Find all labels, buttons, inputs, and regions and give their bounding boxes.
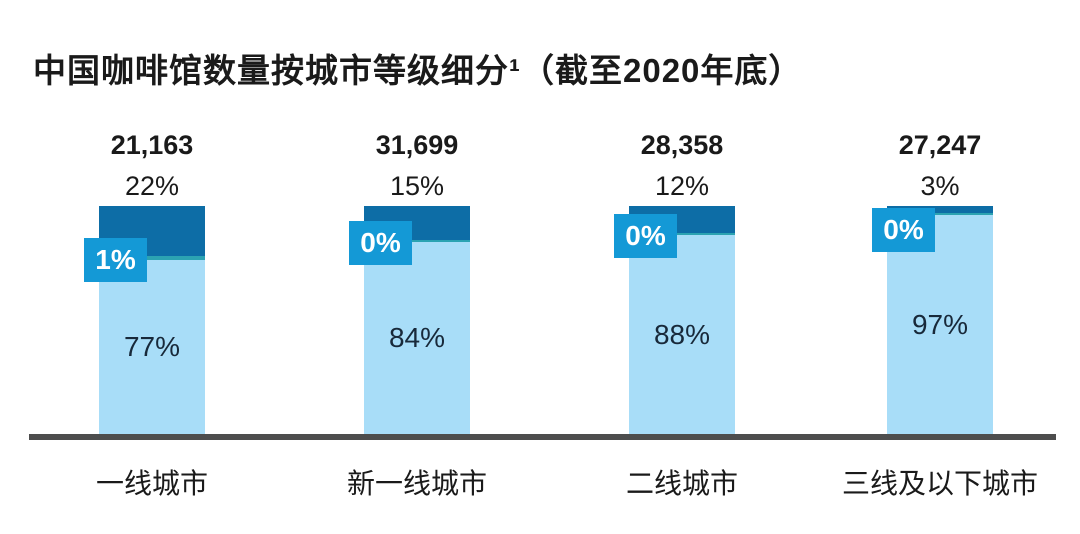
bar-segment-bottom: 84% [364, 242, 470, 434]
bar-segment-bottom: 88% [629, 235, 735, 434]
top-segment-pct-label: 3% [920, 171, 960, 201]
total-count-label: 27,247 [898, 130, 982, 160]
bar-segment-mid [364, 240, 470, 242]
category-label-tier3-below: 三线及以下城市 [841, 468, 1038, 499]
bar-group-tier3-below: 27,247 3% 97% 0% [820, 120, 1060, 434]
mid-segment-callout: 0% [614, 214, 677, 258]
bar-segment-bottom: 77% [99, 260, 205, 434]
stacked-bar: 88% 0% [614, 206, 735, 434]
bottom-segment-pct-label: 84% [388, 322, 446, 353]
stacked-bar: 97% 0% [872, 206, 993, 434]
total-count-label: 28,358 [640, 130, 724, 160]
bar-group-tier1: 21,163 22% 77% 1% [32, 120, 272, 434]
stacked-bar: 84% 0% [349, 206, 470, 434]
bar-segment-mid [629, 233, 735, 235]
x-axis-line [29, 434, 1056, 440]
category-label-new-tier1: 新一线城市 [346, 468, 487, 499]
total-count-label: 31,699 [375, 130, 459, 160]
bottom-segment-pct-label: 97% [911, 308, 969, 340]
top-segment-pct-label: 22% [124, 171, 180, 201]
bottom-segment-pct-label: 77% [123, 331, 181, 362]
bar-segment-top [887, 206, 993, 213]
top-segment-pct-label: 12% [654, 171, 710, 201]
chart-title: 中国咖啡馆数量按城市等级细分¹（截至2020年底） [33, 52, 803, 89]
total-count-label: 21,163 [110, 130, 194, 160]
category-label-tier2: 二线城市 [625, 468, 738, 499]
bar-segment-mid [887, 213, 993, 215]
bar-group-new-tier1: 31,699 15% 84% 0% [297, 120, 537, 434]
bar-segment-bottom: 97% [887, 215, 993, 434]
mid-segment-callout: 0% [349, 221, 412, 265]
mid-segment-callout: 1% [84, 238, 147, 282]
bottom-segment-pct-label: 88% [653, 318, 711, 350]
top-segment-pct-label: 15% [389, 171, 445, 201]
stacked-bar: 77% 1% [84, 206, 205, 434]
mid-segment-callout: 0% [872, 208, 935, 252]
bar-segment-mid [99, 256, 205, 260]
category-label-tier1: 一线城市 [95, 468, 208, 499]
bar-group-tier2: 28,358 12% 88% 0% [562, 120, 802, 434]
